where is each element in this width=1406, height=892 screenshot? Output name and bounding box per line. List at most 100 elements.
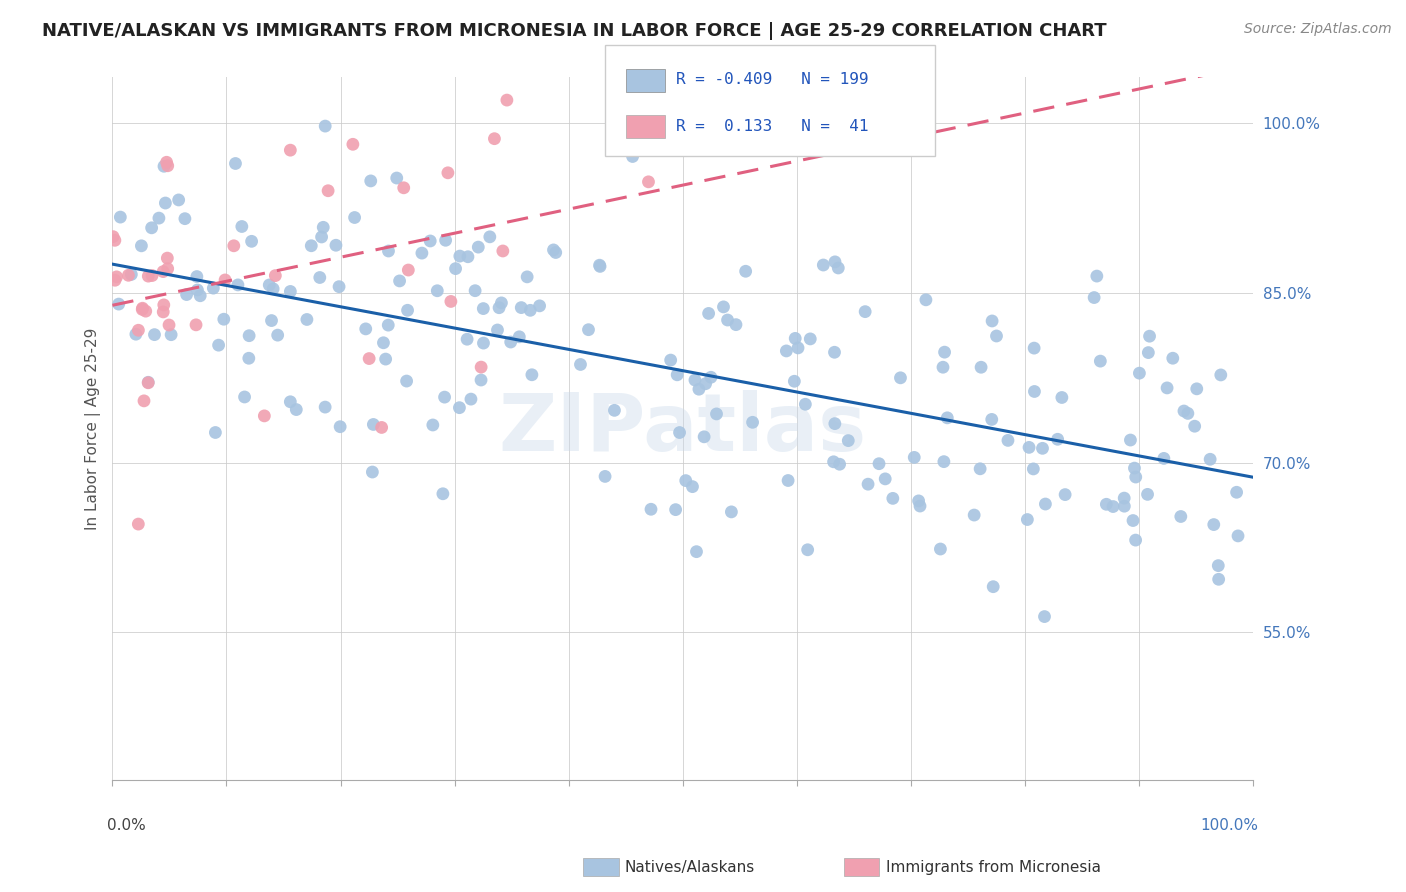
Point bbox=[969, 462, 991, 476]
Point bbox=[491, 296, 513, 310]
Point bbox=[472, 336, 495, 351]
Point bbox=[131, 239, 153, 253]
Point bbox=[143, 327, 166, 342]
Point bbox=[153, 159, 176, 173]
Point bbox=[363, 417, 385, 432]
Y-axis label: In Labor Force | Age 25-29: In Labor Force | Age 25-29 bbox=[86, 327, 101, 530]
Point bbox=[152, 305, 174, 319]
Point bbox=[486, 323, 509, 337]
Point bbox=[238, 351, 260, 366]
Point bbox=[510, 301, 533, 315]
Point bbox=[233, 390, 256, 404]
Point bbox=[157, 318, 180, 332]
Point bbox=[499, 334, 522, 349]
Point bbox=[231, 219, 253, 234]
Point bbox=[311, 230, 333, 244]
Point bbox=[377, 244, 399, 258]
Point bbox=[621, 149, 644, 163]
Text: ZIPatlas: ZIPatlas bbox=[499, 390, 868, 467]
Point bbox=[1024, 341, 1046, 355]
Point bbox=[665, 502, 688, 516]
Point bbox=[529, 299, 551, 313]
Point bbox=[1125, 470, 1147, 484]
Point bbox=[775, 343, 797, 358]
Point bbox=[125, 327, 148, 342]
Point bbox=[1153, 451, 1175, 466]
Point bbox=[457, 250, 479, 264]
Point bbox=[484, 131, 506, 145]
Point bbox=[824, 417, 846, 431]
Point bbox=[1173, 404, 1195, 418]
Point bbox=[449, 401, 471, 415]
Point bbox=[299, 238, 322, 252]
Point bbox=[214, 273, 236, 287]
Point bbox=[259, 277, 281, 292]
Point bbox=[1018, 441, 1040, 455]
Point bbox=[828, 457, 851, 471]
Point bbox=[385, 171, 408, 186]
Point bbox=[449, 249, 471, 263]
Point bbox=[1054, 487, 1077, 501]
Point bbox=[396, 263, 419, 277]
Point bbox=[141, 220, 163, 235]
Point bbox=[101, 229, 124, 244]
Point bbox=[456, 332, 478, 346]
Point bbox=[470, 373, 492, 387]
Point bbox=[981, 314, 1004, 328]
Point bbox=[1139, 329, 1161, 343]
Point bbox=[360, 174, 382, 188]
Point bbox=[980, 412, 1002, 426]
Point bbox=[544, 245, 567, 260]
Point bbox=[105, 269, 128, 284]
Point bbox=[685, 544, 707, 558]
Point bbox=[253, 409, 276, 423]
Point bbox=[1202, 517, 1225, 532]
Point bbox=[578, 323, 600, 337]
Point bbox=[472, 301, 495, 316]
Point bbox=[934, 345, 956, 359]
Point bbox=[1083, 291, 1105, 305]
Point bbox=[724, 318, 747, 332]
Point bbox=[467, 240, 489, 254]
Point bbox=[155, 196, 177, 211]
Point bbox=[543, 243, 565, 257]
Point bbox=[666, 368, 689, 382]
Text: R =  0.133   N =  41: R = 0.133 N = 41 bbox=[676, 120, 869, 134]
Text: Natives/Alaskans: Natives/Alaskans bbox=[624, 860, 755, 874]
Point bbox=[120, 268, 142, 282]
Point bbox=[156, 159, 179, 173]
Point bbox=[997, 434, 1019, 448]
Point bbox=[131, 302, 153, 317]
Point bbox=[325, 238, 347, 252]
Point bbox=[695, 376, 717, 391]
Point bbox=[174, 211, 197, 226]
Point bbox=[207, 338, 229, 352]
Point bbox=[312, 220, 335, 235]
Point bbox=[1128, 366, 1150, 380]
Point bbox=[915, 293, 938, 307]
Point bbox=[688, 382, 710, 396]
Point bbox=[1177, 406, 1199, 420]
Point bbox=[388, 274, 411, 288]
Point bbox=[508, 330, 530, 344]
Point bbox=[492, 244, 515, 258]
Point bbox=[1024, 384, 1046, 399]
Point bbox=[316, 184, 339, 198]
Point bbox=[496, 93, 519, 107]
Point bbox=[519, 303, 541, 318]
Point bbox=[1031, 442, 1053, 456]
Point bbox=[778, 474, 800, 488]
Point bbox=[432, 487, 454, 501]
Point bbox=[1119, 433, 1142, 447]
Point bbox=[932, 360, 955, 375]
Point bbox=[359, 351, 381, 366]
Point bbox=[188, 289, 211, 303]
Point bbox=[470, 360, 492, 375]
Point bbox=[136, 376, 159, 390]
Point bbox=[1095, 497, 1118, 511]
Point bbox=[135, 304, 157, 318]
Point bbox=[186, 269, 208, 284]
Point bbox=[856, 477, 879, 491]
Point bbox=[224, 156, 246, 170]
Point bbox=[127, 323, 149, 337]
